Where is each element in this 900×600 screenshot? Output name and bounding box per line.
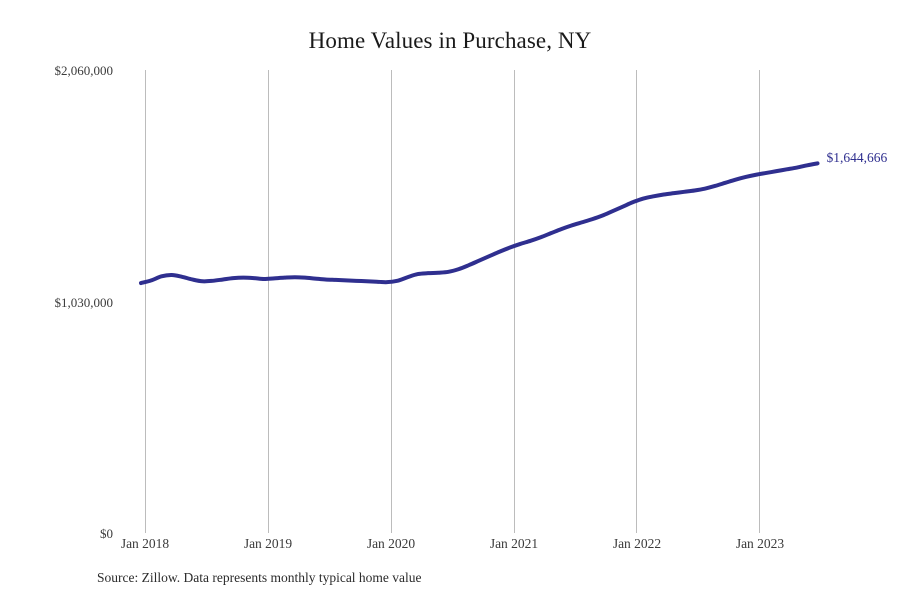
x-tick-label-jan-2020: Jan 2020 xyxy=(366,536,416,551)
gridlines xyxy=(145,70,760,533)
x-tick-label-jan-2019: Jan 2019 xyxy=(243,536,293,551)
x-tick-label-jan-2021: Jan 2021 xyxy=(489,536,539,551)
y-tick-label-top: $2,060,000 xyxy=(54,63,114,78)
x-tick-label-jan-2018: Jan 2018 xyxy=(120,536,170,551)
x-tick-label-jan-2022: Jan 2022 xyxy=(612,536,662,551)
end-value-annotation: $1,644,666 xyxy=(826,150,888,166)
y-tick-label-mid: $1,030,000 xyxy=(54,295,114,310)
y-tick-label-zero: $0 xyxy=(100,526,113,541)
x-tick-label-jan-2023: Jan 2023 xyxy=(735,536,785,551)
source-note: Source: Zillow. Data represents monthly … xyxy=(97,570,422,585)
chart-title: Home Values in Purchase, NY xyxy=(308,28,592,53)
y-axis: $2,060,000 $1,030,000 $0 xyxy=(0,0,114,600)
home-value-line xyxy=(139,161,820,286)
